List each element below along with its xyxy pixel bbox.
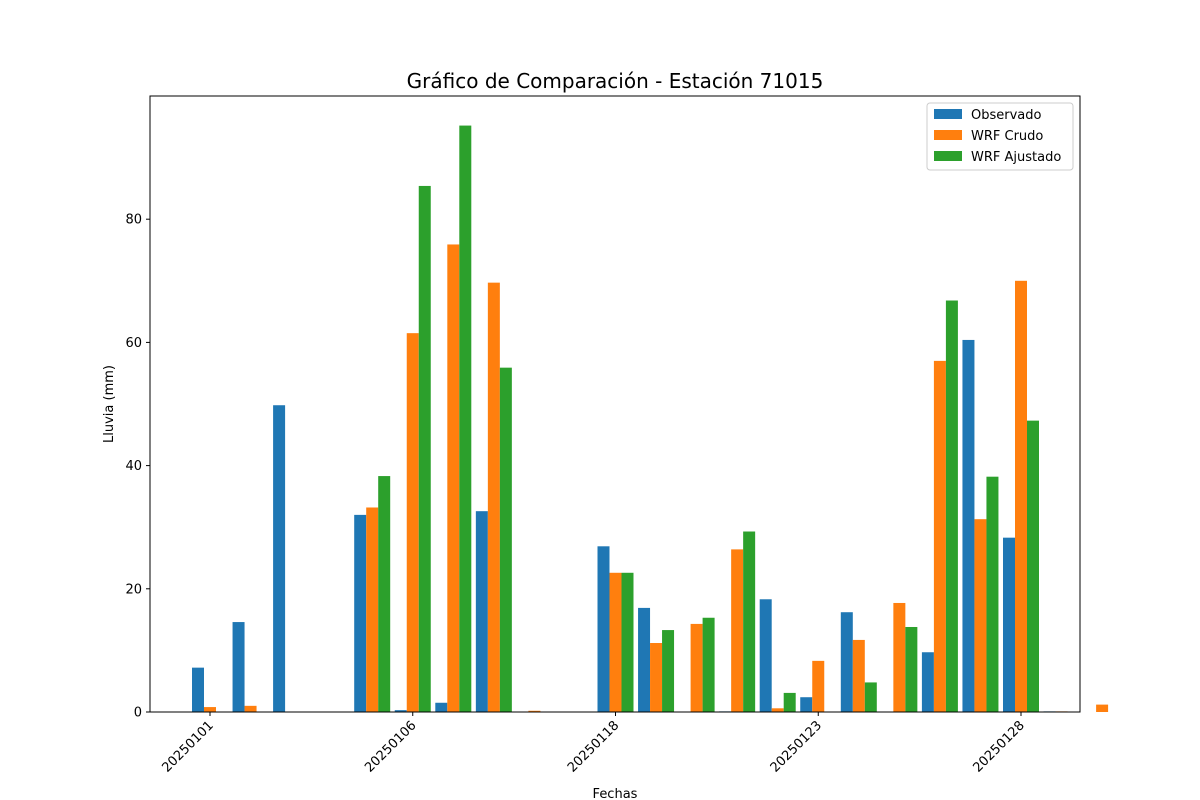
bar-observado-16 (840, 612, 853, 712)
bar-observado-5 (394, 710, 407, 712)
bar-wrf-crudo-17 (893, 602, 906, 712)
bar-wrf-crudo-16 (852, 639, 865, 712)
bar-observado-1 (232, 622, 245, 712)
x-axis-ticks: 20250101 20250106 20250118 20250123 20250128 (159, 712, 1028, 776)
bar-wrf-crudo-10 (609, 572, 622, 712)
bar-wrf-crudo-7 (487, 282, 500, 712)
x-tick-label: 20250106 (362, 718, 419, 775)
bar-wrf-ajustado-19 (986, 476, 999, 712)
bar-observado-20 (1003, 537, 1015, 712)
bar-wrf-ajustado-6 (459, 125, 472, 712)
legend: Observado WRF Crudo WRF Ajustado (926, 102, 1074, 171)
bar-wrf-crudo-20 (1015, 280, 1027, 712)
bar-wrf-crudo-14 (771, 708, 784, 712)
bar-wrf-ajustado-4 (378, 476, 391, 712)
legend-box (926, 102, 1074, 171)
bar-wrf-ajustado-10 (621, 572, 634, 712)
bar-observado-0 (192, 667, 204, 712)
bar-wrf-crudo-22 (1096, 704, 1109, 712)
x-tick-label: 20250118 (565, 718, 622, 775)
bar-wrf-crudo-0 (204, 707, 216, 712)
bar-wrf-ajustado-18 (945, 300, 958, 712)
bar-wrf-ajustado-5 (418, 185, 431, 712)
bar-wrf-crudo-18 (933, 360, 946, 712)
chart-title: Gráfico de Comparación - Estación 71015 (407, 69, 824, 93)
bar-wrf-crudo-5 (406, 333, 419, 712)
bar-wrf-crudo-4 (366, 507, 379, 712)
bars-group (192, 125, 1109, 712)
bar-observado-6 (435, 702, 448, 712)
legend-swatch (934, 130, 962, 140)
bar-observado-2 (273, 405, 286, 712)
plot-area-frame (149, 95, 1081, 713)
bar-observado-19 (962, 339, 975, 712)
bar-observado-14 (759, 599, 772, 712)
bar-wrf-ajustado-17 (905, 626, 918, 712)
bar-wrf-ajustado-20 (1027, 420, 1039, 712)
y-tick-label: 20 (125, 582, 142, 597)
bar-wrf-ajustado-7 (499, 367, 512, 712)
bar-wrf-ajustado-12 (702, 617, 715, 712)
bar-wrf-crudo-19 (974, 519, 987, 712)
bar-wrf-crudo-6 (447, 244, 460, 712)
bar-wrf-crudo-12 (690, 623, 703, 712)
y-tick-label: 60 (125, 336, 142, 351)
x-tick-label: 20250101 (159, 718, 216, 775)
bar-wrf-crudo-13 (731, 549, 744, 712)
bar-wrf-ajustado-14 (783, 692, 796, 712)
y-tick-label: 40 (125, 459, 142, 474)
legend-label: WRF Crudo (971, 129, 1043, 144)
y-tick-label: 80 (125, 213, 142, 228)
bar-wrf-crudo-1 (244, 705, 257, 712)
legend-label: Observado (971, 108, 1042, 123)
bar-observado-4 (354, 514, 367, 712)
x-tick-label: 20250123 (768, 718, 825, 775)
legend-label: WRF Ajustado (971, 150, 1061, 165)
x-axis-label: Fechas (593, 787, 638, 800)
bar-wrf-crudo-15 (812, 660, 825, 712)
bar-observado-10 (597, 546, 610, 712)
legend-swatch (934, 109, 962, 119)
bar-observado-15 (800, 697, 813, 712)
bar-observado-7 (475, 511, 488, 712)
y-tick-label: 0 (134, 706, 142, 721)
y-axis-ticks: 0 20 40 60 80 (125, 213, 150, 721)
bar-observado-11 (638, 607, 651, 712)
bar-wrf-ajustado-11 (662, 630, 675, 712)
bar-wrf-crudo-8 (528, 710, 541, 712)
x-tick-label: 20250128 (970, 718, 1027, 775)
bar-observado-18 (921, 652, 934, 712)
bar-wrf-ajustado-13 (743, 531, 756, 712)
bar-wrf-ajustado-16 (864, 682, 877, 712)
y-axis-label: Lluvia (mm) (102, 365, 117, 443)
legend-swatch (934, 151, 962, 161)
bar-wrf-crudo-11 (650, 643, 663, 712)
